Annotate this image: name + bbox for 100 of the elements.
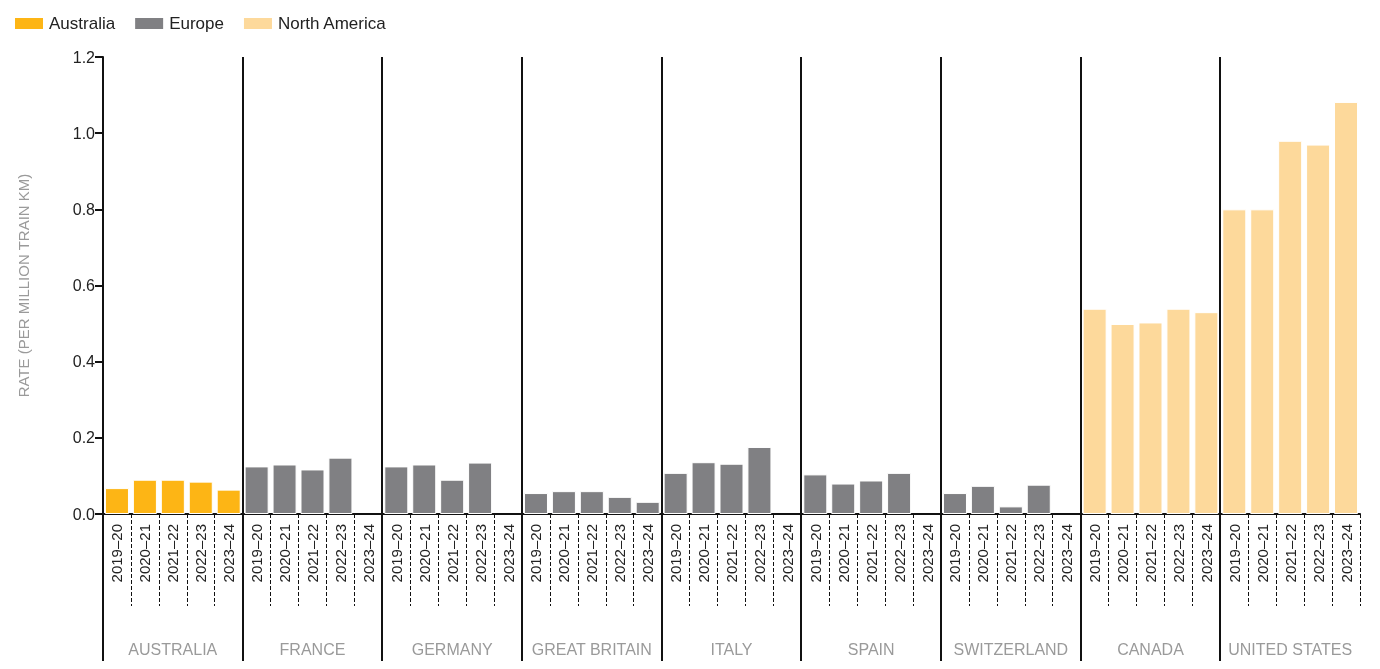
x-tick-label: 2022–23 xyxy=(750,524,768,583)
x-tick-label: 2021–22 xyxy=(1281,524,1299,583)
legend-label: Europe xyxy=(169,14,224,33)
legend-label: Australia xyxy=(49,14,116,33)
bar xyxy=(1110,323,1135,514)
x-tick-label: 2022–23 xyxy=(1309,524,1327,583)
bar xyxy=(104,488,129,514)
x-tick-label: 2022–23 xyxy=(192,524,210,583)
bar xyxy=(1166,308,1191,514)
x-tick-label: 2019–20 xyxy=(108,524,126,583)
bar xyxy=(132,479,157,514)
x-tick-label: 2023–24 xyxy=(499,524,517,583)
bar xyxy=(1334,101,1359,514)
x-tick-label: 2019–20 xyxy=(806,524,824,583)
text: GERMANY xyxy=(410,640,494,659)
bar xyxy=(244,466,269,514)
x-tick-label: 2020–21 xyxy=(1253,524,1271,583)
bar xyxy=(970,485,995,514)
x-tick-label: 2020–21 xyxy=(1114,524,1132,583)
x-tick-label: 2019–20 xyxy=(527,524,545,583)
y-tick-label: 0.8 xyxy=(72,200,96,218)
x-tick-label: 2023–24 xyxy=(1058,524,1076,583)
x-tick-label: 2021–22 xyxy=(1142,524,1159,583)
bar xyxy=(300,469,325,514)
x-tick-label: 2023–24 xyxy=(639,524,657,583)
x-tick-label: 2020–21 xyxy=(974,524,992,583)
bar xyxy=(412,464,437,514)
y-tick-label: 1.0 xyxy=(72,124,96,142)
x-tick-label: 2023–24 xyxy=(1197,524,1215,583)
y-axis-title: RATE (PER MILLION TRAIN KM) xyxy=(15,173,32,398)
bar xyxy=(1250,209,1275,514)
text: ITALY xyxy=(709,640,754,659)
bar xyxy=(1278,140,1303,514)
text: SPAIN xyxy=(846,640,896,659)
x-tick-label: 2023–24 xyxy=(918,524,936,583)
bar xyxy=(188,481,213,514)
bar xyxy=(831,483,856,514)
x-tick-label: 2022–23 xyxy=(1030,524,1048,583)
bar xyxy=(1306,144,1331,514)
x-tick-label: 2020–21 xyxy=(136,524,154,583)
bar xyxy=(691,462,716,514)
bar xyxy=(887,472,912,514)
x-tick-label: 2020–21 xyxy=(834,524,852,583)
bar xyxy=(635,501,660,514)
x-tick-label: 2021–22 xyxy=(164,524,182,583)
y-tick-label: 0.0 xyxy=(72,505,96,523)
x-tick-label: 2021–22 xyxy=(583,524,601,583)
bar xyxy=(523,493,548,514)
x-tick-label: 2022–23 xyxy=(890,524,908,583)
x-tick-label: 2023–24 xyxy=(220,524,238,583)
x-tick-label: 2019–20 xyxy=(387,524,405,583)
x-tick-label: 2022–23 xyxy=(471,524,489,583)
x-tick-label: 2020–21 xyxy=(276,524,294,583)
bar xyxy=(663,472,688,514)
bar xyxy=(272,464,297,514)
x-tick-label: 2020–21 xyxy=(415,524,433,583)
x-tick-label: 2022–23 xyxy=(331,524,349,583)
bar xyxy=(328,457,353,514)
bar xyxy=(942,493,967,514)
y-tick-label: 0.2 xyxy=(72,429,96,447)
bar xyxy=(747,446,772,514)
text: GREAT BRITAIN xyxy=(530,640,653,659)
x-tick-label: 2023–24 xyxy=(359,524,377,583)
x-tick-label: 2022–23 xyxy=(1169,524,1187,583)
bar xyxy=(160,479,185,514)
legend-label: North America xyxy=(277,14,387,33)
x-tick-label: 2021–22 xyxy=(304,524,321,583)
y-tick-label: 0.4 xyxy=(72,353,96,371)
text: FRANCE xyxy=(278,640,347,659)
x-tick-label: 2021–22 xyxy=(443,524,461,583)
x-tick-label: 2020–21 xyxy=(695,524,713,583)
bar xyxy=(468,462,493,514)
x-tick-label: 2019–20 xyxy=(667,524,685,583)
x-tick-label: 2019–20 xyxy=(1225,524,1243,583)
bar xyxy=(579,491,604,514)
x-tick-label: 2019–20 xyxy=(946,524,964,583)
x-tick-label: 2023–24 xyxy=(1337,524,1355,583)
bar xyxy=(803,474,828,514)
x-tick-label: 2021–22 xyxy=(723,524,740,583)
bar xyxy=(216,489,241,514)
text: SWITZERLAND xyxy=(952,640,1070,659)
x-tick-label: 2022–23 xyxy=(611,524,629,583)
x-tick-label: 2019–20 xyxy=(1086,524,1104,583)
x-tick-label: 2019–20 xyxy=(248,524,266,583)
bar xyxy=(859,480,884,514)
bar xyxy=(607,496,632,514)
bar xyxy=(1026,484,1051,514)
y-tick-label: 1.2 xyxy=(72,48,96,66)
x-tick-label: 2021–22 xyxy=(1002,524,1020,583)
bar xyxy=(998,506,1023,514)
text: AUSTRALIA xyxy=(127,640,219,659)
bar xyxy=(551,491,576,514)
x-tick-label: 2021–22 xyxy=(862,524,880,583)
text: UNITED STATES xyxy=(1227,640,1354,659)
bar xyxy=(719,463,744,514)
x-tick-label: 2020–21 xyxy=(555,524,573,583)
y-tick-label: 0.6 xyxy=(72,277,96,294)
bar xyxy=(1138,322,1163,514)
x-tick-label: 2023–24 xyxy=(778,524,796,583)
bar xyxy=(384,466,409,514)
